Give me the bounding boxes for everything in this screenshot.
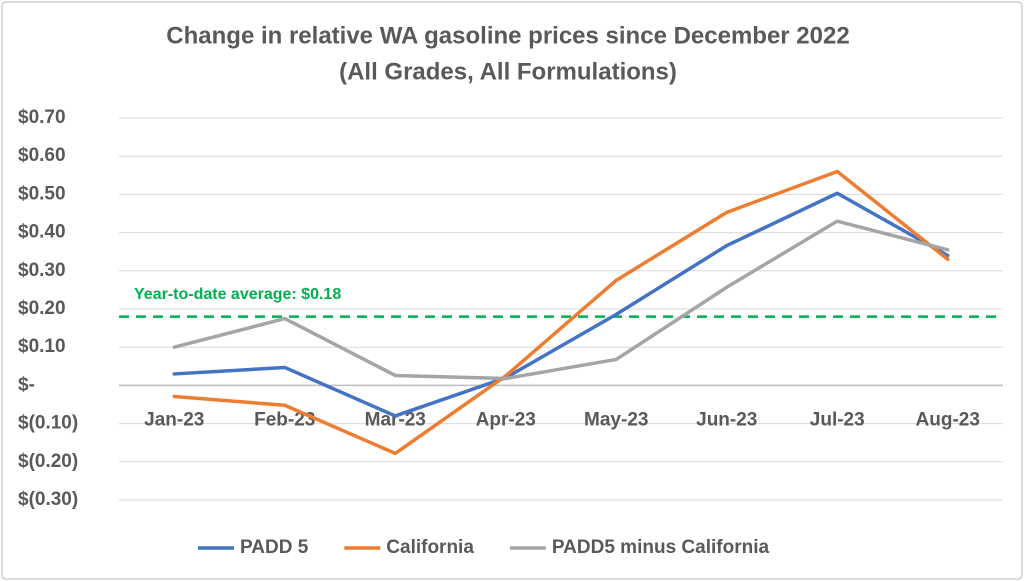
x-tick-label: Feb-23 <box>254 409 315 430</box>
y-tick-label: $0.40 <box>18 222 66 243</box>
legend-label: PADD 5 <box>240 537 309 558</box>
y-tick-label: $0.60 <box>18 145 66 166</box>
y-tick-label: $0.10 <box>18 336 66 357</box>
x-tick-label: May-23 <box>584 409 648 430</box>
series-line <box>172 219 950 381</box>
y-tick-label: $(0.20) <box>18 451 78 472</box>
series-line <box>172 191 950 418</box>
legend-label: California <box>386 537 474 558</box>
y-tick-label: $0.20 <box>18 298 66 319</box>
series-line <box>172 169 950 456</box>
x-tick-label: Jun-23 <box>696 409 757 430</box>
y-tick-label: $0.70 <box>18 107 66 128</box>
y-tick-label: $(0.30) <box>18 489 78 510</box>
x-tick-label: Aug-23 <box>916 409 980 430</box>
y-tick-label: $(0.10) <box>18 413 78 434</box>
x-tick-label: Apr-23 <box>476 409 536 430</box>
x-tick-label: Mar-23 <box>365 409 426 430</box>
x-tick-label: Jan-23 <box>144 409 204 430</box>
chart-title: Change in relative WA gasoline prices si… <box>166 22 849 49</box>
legend-label: PADD5 minus California <box>552 537 770 558</box>
y-tick-label: $0.30 <box>18 260 66 281</box>
annotation: Year-to-date average: $0.18 <box>134 286 341 303</box>
x-tick-label: Jul-23 <box>810 409 865 430</box>
y-tick-label: $- <box>18 374 35 395</box>
chart-subtitle: (All Grades, All Formulations) <box>339 58 677 85</box>
y-tick-label: $0.50 <box>18 183 66 204</box>
